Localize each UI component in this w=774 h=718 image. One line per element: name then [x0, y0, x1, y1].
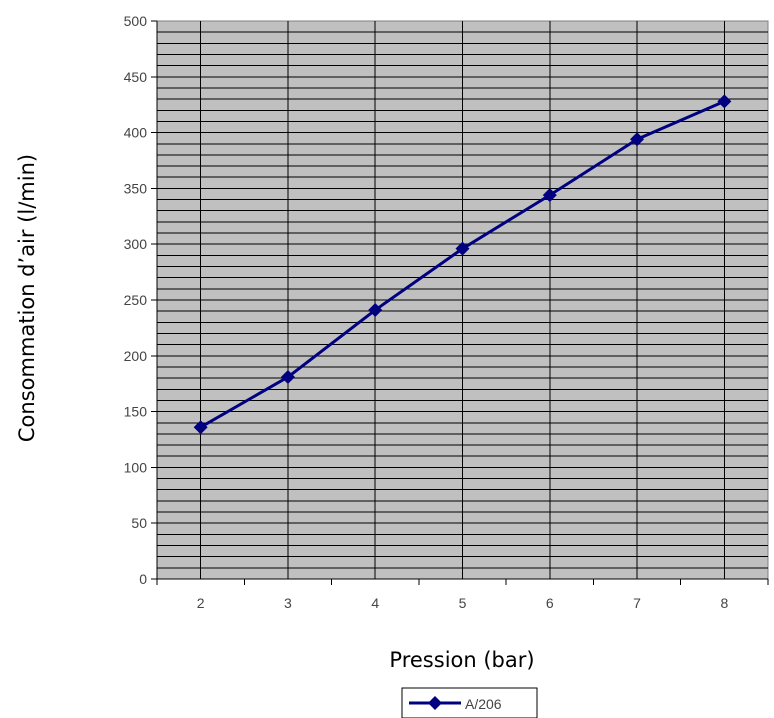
y-tick-label: 200 — [124, 348, 148, 364]
x-tick-label: 4 — [371, 595, 379, 611]
y-tick-label: 450 — [124, 69, 148, 85]
x-tick-label: 6 — [546, 595, 554, 611]
legend: A/206 — [401, 687, 538, 718]
y-tick-label: 300 — [124, 236, 148, 252]
axes — [151, 20, 769, 585]
x-tick-label: 8 — [720, 595, 728, 611]
y-tick-label: 0 — [139, 571, 147, 587]
y-tick-label: 100 — [124, 459, 148, 475]
x-axis-title: Pression (bar) — [389, 648, 534, 672]
x-tick-label: 7 — [633, 595, 641, 611]
x-tick-labels: 2 3 4 5 6 7 8 — [197, 595, 729, 611]
data-point — [717, 94, 732, 109]
y-tick-label: 400 — [124, 125, 148, 141]
y-tick-label: 50 — [131, 515, 147, 531]
x-tick-label: 3 — [284, 595, 292, 611]
data-point — [368, 303, 383, 318]
y-tick-label: 250 — [124, 292, 148, 308]
legend-marker — [428, 696, 442, 710]
y-tick-label: 150 — [124, 404, 148, 420]
series-a206 — [193, 94, 732, 435]
data-point — [193, 420, 208, 435]
data-point — [455, 241, 470, 256]
y-tick-label: 350 — [124, 180, 148, 196]
y-tick-label: 500 — [124, 13, 148, 29]
data-point — [542, 188, 557, 203]
vertical-gridlines — [200, 21, 725, 579]
legend-label: A/206 — [465, 696, 502, 712]
data-point — [280, 370, 295, 385]
y-tick-labels: 0 50 100 150 200 250 300 350 400 450 500 — [124, 13, 148, 587]
data-point — [630, 132, 645, 147]
x-tick-label: 2 — [197, 595, 205, 611]
x-tick-label: 5 — [459, 595, 467, 611]
y-axis-title: Consommation d’air (l/min) — [15, 154, 39, 442]
